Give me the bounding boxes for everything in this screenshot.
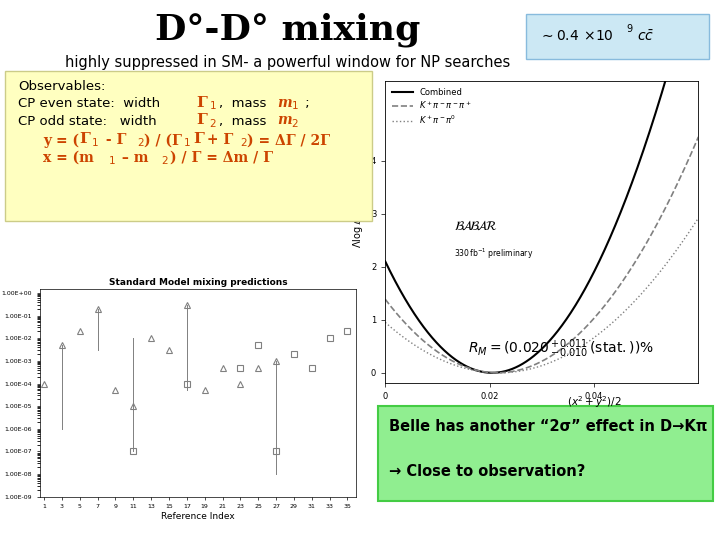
Text: Γ: Γ (79, 132, 90, 146)
Title: Standard Model mixing predictions: Standard Model mixing predictions (109, 278, 287, 287)
Text: ,  mass: , mass (219, 115, 271, 128)
Text: 2: 2 (210, 119, 216, 129)
Text: 1: 1 (292, 101, 298, 111)
Text: 1: 1 (184, 138, 190, 147)
Text: m: m (277, 96, 292, 110)
Text: m: m (277, 113, 292, 127)
Text: $9$: $9$ (626, 22, 634, 34)
Text: $(x^2+y^2)/2$: $(x^2+y^2)/2$ (567, 394, 621, 410)
Text: $330\,\mathrm{fb}^{-1}$ preliminary: $330\,\mathrm{fb}^{-1}$ preliminary (454, 246, 534, 261)
Text: 1: 1 (92, 138, 99, 147)
Text: x = (m: x = (m (43, 151, 94, 165)
Text: 2: 2 (138, 138, 144, 147)
Text: 2: 2 (292, 119, 298, 129)
Text: – m: – m (117, 151, 149, 165)
Text: $R_M = (0.020\,^{+0.011}_{-0.010}\,({\rm stat.}))\%$: $R_M = (0.020\,^{+0.011}_{-0.010}\,({\rm… (468, 337, 654, 360)
Legend: Combined, $K^+\pi^-\pi^-\pi^+$, $K^+\pi^-\pi^0$: Combined, $K^+\pi^-\pi^-\pi^+$, $K^+\pi^… (390, 85, 474, 129)
Text: - Γ: - Γ (101, 133, 126, 147)
X-axis label: $(x^2+y^2)/2$: $(x^2+y^2)/2$ (516, 407, 567, 423)
Text: ) = ΔΓ / 2Γ: ) = ΔΓ / 2Γ (247, 133, 330, 147)
Text: 1: 1 (210, 101, 216, 111)
Text: → Close to observation?: → Close to observation? (389, 464, 585, 479)
FancyBboxPatch shape (5, 71, 372, 221)
FancyBboxPatch shape (526, 14, 709, 59)
Text: ) / (Γ: ) / (Γ (144, 133, 182, 147)
Text: Observables:: Observables: (18, 80, 105, 93)
Text: 2: 2 (161, 156, 168, 166)
Text: + Γ: + Γ (202, 133, 233, 147)
Text: 1: 1 (109, 156, 115, 166)
X-axis label: Reference Index: Reference Index (161, 512, 235, 521)
Text: $\sim 0.4\,\times\!10$: $\sim 0.4\,\times\!10$ (539, 29, 613, 43)
Text: ) / Γ = Δm / Γ: ) / Γ = Δm / Γ (170, 151, 273, 165)
Text: Γ: Γ (196, 96, 207, 110)
Text: D°-D° mixing: D°-D° mixing (156, 12, 420, 47)
Text: CP odd state:   width: CP odd state: width (18, 115, 161, 128)
Text: CP even state:  width: CP even state: width (18, 97, 164, 110)
Text: y = (: y = ( (43, 133, 79, 147)
Text: $c\bar{c}$: $c\bar{c}$ (637, 29, 654, 44)
Y-axis label: $\Lambda \log \mathcal{L}$: $\Lambda \log \mathcal{L}$ (351, 217, 365, 248)
Text: 2: 2 (240, 138, 246, 147)
Text: Γ: Γ (196, 113, 207, 127)
Text: $\mathcal{B}\!\mathcal{A}\!\mathcal{B}\!\mathcal{A}\!\mathcal{R}$: $\mathcal{B}\!\mathcal{A}\!\mathcal{B}\!… (454, 219, 498, 233)
Text: highly suppressed in SM- a powerful window for NP searches: highly suppressed in SM- a powerful wind… (66, 55, 510, 70)
Text: ;: ; (301, 97, 310, 110)
Text: Belle has another “2σ” effect in D→Kπ: Belle has another “2σ” effect in D→Kπ (389, 419, 707, 434)
Text: ,  mass: , mass (219, 97, 271, 110)
FancyBboxPatch shape (378, 406, 713, 501)
Text: Γ: Γ (194, 132, 204, 146)
